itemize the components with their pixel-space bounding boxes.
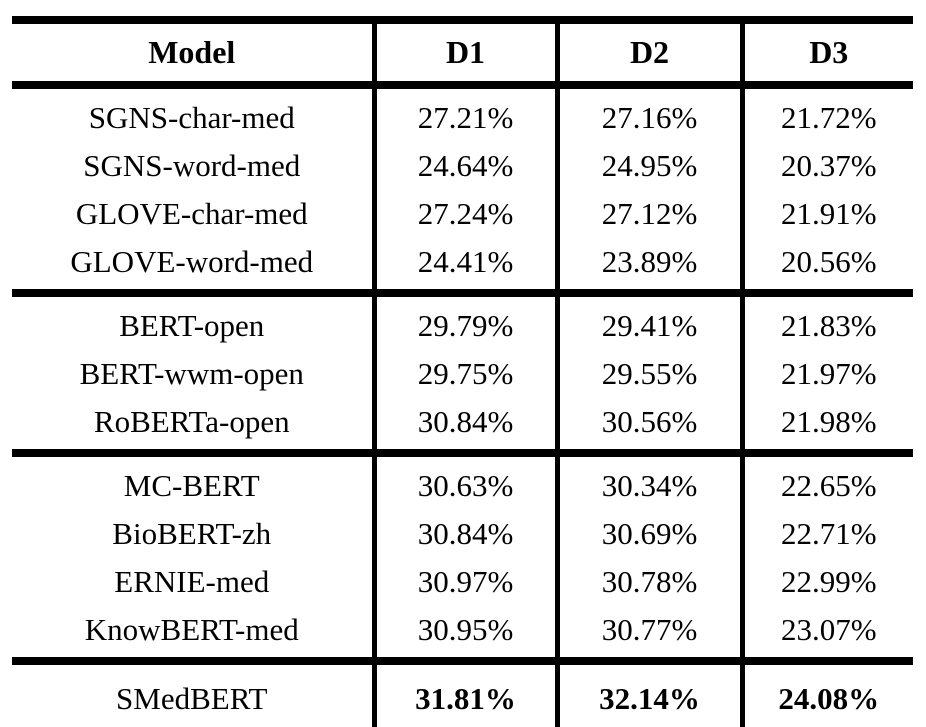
value-cell-d3: 22.65%: [739, 453, 913, 509]
table-row: BioBERT-zh 30.84% 30.69% 22.71%: [12, 509, 913, 557]
value-cell-d3: 21.83%: [739, 293, 913, 349]
table-row: GLOVE-word-med 24.41% 23.89% 20.56%: [12, 237, 913, 293]
value-cell-d3: 22.71%: [739, 509, 913, 557]
value-cell-d1: 29.75%: [371, 349, 557, 397]
value-cell-d3: 21.98%: [739, 397, 913, 453]
value-cell-d2: 30.34%: [554, 453, 742, 509]
table-row: GLOVE-char-med 27.24% 27.12% 21.91%: [12, 189, 913, 237]
value-cell-d1: 24.41%: [371, 237, 557, 293]
value-cell-d2: 27.16%: [554, 85, 742, 141]
table-row: BERT-wwm-open 29.75% 29.55% 21.97%: [12, 349, 913, 397]
value-cell-d2: 32.14%: [554, 661, 742, 727]
column-header-d1: D1: [371, 20, 557, 85]
table-row: ERNIE-med 30.97% 30.78% 22.99%: [12, 557, 913, 605]
table-group: MC-BERT 30.63% 30.34% 22.65% BioBERT-zh 30.84…: [12, 453, 913, 661]
results-table: Model D1 D2 D3 SGNS-char-med 27.21% 27.16%…: [12, 16, 913, 727]
model-cell: KnowBERT-med: [84, 611, 299, 647]
value-cell-d2: 27.12%: [554, 189, 742, 237]
table-row: KnowBERT-med 30.95% 30.77% 23.07%: [12, 605, 913, 661]
value-cell-d3: 21.91%: [739, 189, 913, 237]
table-row: BERT-open 29.79% 29.41% 21.83%: [12, 293, 913, 349]
value-cell-d1: 31.81%: [371, 661, 557, 727]
value-cell-d2: 30.69%: [554, 509, 742, 557]
column-header-model: Model: [148, 34, 236, 70]
value-cell-d3: 20.37%: [739, 141, 913, 189]
table-group: SGNS-char-med 27.21% 27.16% 21.72% SGNS-word…: [12, 85, 913, 293]
table-group: SMedBERT 31.81% 32.14% 24.08%: [12, 661, 913, 727]
model-cell: GLOVE-char-med: [75, 195, 308, 231]
value-cell-d3: 22.99%: [739, 557, 913, 605]
table-row: SGNS-char-med 27.21% 27.16% 21.72%: [12, 85, 913, 141]
value-cell-d1: 27.24%: [371, 189, 557, 237]
header-row: Model D1 D2 D3: [12, 20, 913, 85]
model-cell: RoBERTa-open: [93, 403, 290, 439]
value-cell-d1: 29.79%: [371, 293, 557, 349]
value-cell-d3: 24.08%: [739, 661, 913, 727]
table-header: Model D1 D2 D3: [12, 20, 913, 85]
value-cell-d2: 29.41%: [554, 293, 742, 349]
value-cell-d2: 23.89%: [554, 237, 742, 293]
value-cell-d2: 30.77%: [554, 605, 742, 661]
value-cell-d1: 30.97%: [371, 557, 557, 605]
value-cell-d1: 30.84%: [371, 397, 557, 453]
column-header-d3: D3: [739, 20, 913, 85]
value-cell-d1: 30.95%: [371, 605, 557, 661]
model-cell: SGNS-word-med: [83, 147, 301, 183]
model-cell: BERT-wwm-open: [79, 355, 304, 391]
model-cell: SGNS-char-med: [88, 99, 295, 135]
model-cell: MC-BERT: [123, 467, 260, 503]
table-row: SMedBERT 31.81% 32.14% 24.08%: [12, 661, 913, 727]
value-cell-d1: 30.63%: [371, 453, 557, 509]
table-row: MC-BERT 30.63% 30.34% 22.65%: [12, 453, 913, 509]
model-cell: BioBERT-zh: [112, 515, 272, 551]
model-cell: ERNIE-med: [114, 563, 270, 599]
model-cell: SMedBERT: [116, 680, 268, 716]
value-cell-d2: 24.95%: [554, 141, 742, 189]
table-row: RoBERTa-open 30.84% 30.56% 21.98%: [12, 397, 913, 453]
value-cell-d1: 30.84%: [371, 509, 557, 557]
value-cell-d3: 20.56%: [739, 237, 913, 293]
value-cell-d3: 21.97%: [739, 349, 913, 397]
value-cell-d2: 29.55%: [554, 349, 742, 397]
column-header-d2: D2: [554, 20, 742, 85]
value-cell-d2: 30.78%: [554, 557, 742, 605]
value-cell-d2: 30.56%: [554, 397, 742, 453]
value-cell-d1: 27.21%: [371, 85, 557, 141]
table-group: BERT-open 29.79% 29.41% 21.83% BERT-wwm-open…: [12, 293, 913, 453]
value-cell-d1: 24.64%: [371, 141, 557, 189]
model-cell: BERT-open: [119, 307, 265, 343]
table-row: SGNS-word-med 24.64% 24.95% 20.37%: [12, 141, 913, 189]
value-cell-d3: 23.07%: [739, 605, 913, 661]
model-cell: GLOVE-word-med: [70, 243, 314, 279]
value-cell-d3: 21.72%: [739, 85, 913, 141]
